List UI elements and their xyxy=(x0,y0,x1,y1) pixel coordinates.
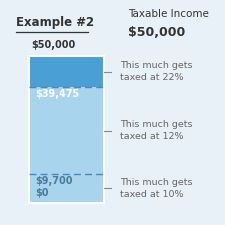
Text: Taxable Income: Taxable Income xyxy=(128,9,209,19)
Text: $50,000: $50,000 xyxy=(128,26,185,39)
Bar xyxy=(29,56,104,87)
Text: This much gets
taxed at 10%: This much gets taxed at 10% xyxy=(120,178,193,199)
Text: $0: $0 xyxy=(35,189,48,198)
Text: Example #2: Example #2 xyxy=(16,16,94,29)
Text: $39,475: $39,475 xyxy=(35,89,79,99)
Text: This much gets
taxed at 22%: This much gets taxed at 22% xyxy=(120,61,193,82)
Bar xyxy=(29,174,104,202)
Text: $9,700: $9,700 xyxy=(35,176,72,186)
Bar xyxy=(29,87,104,174)
Text: $50,000: $50,000 xyxy=(32,40,76,50)
Bar xyxy=(29,56,104,202)
Text: This much gets
taxed at 12%: This much gets taxed at 12% xyxy=(120,120,193,141)
